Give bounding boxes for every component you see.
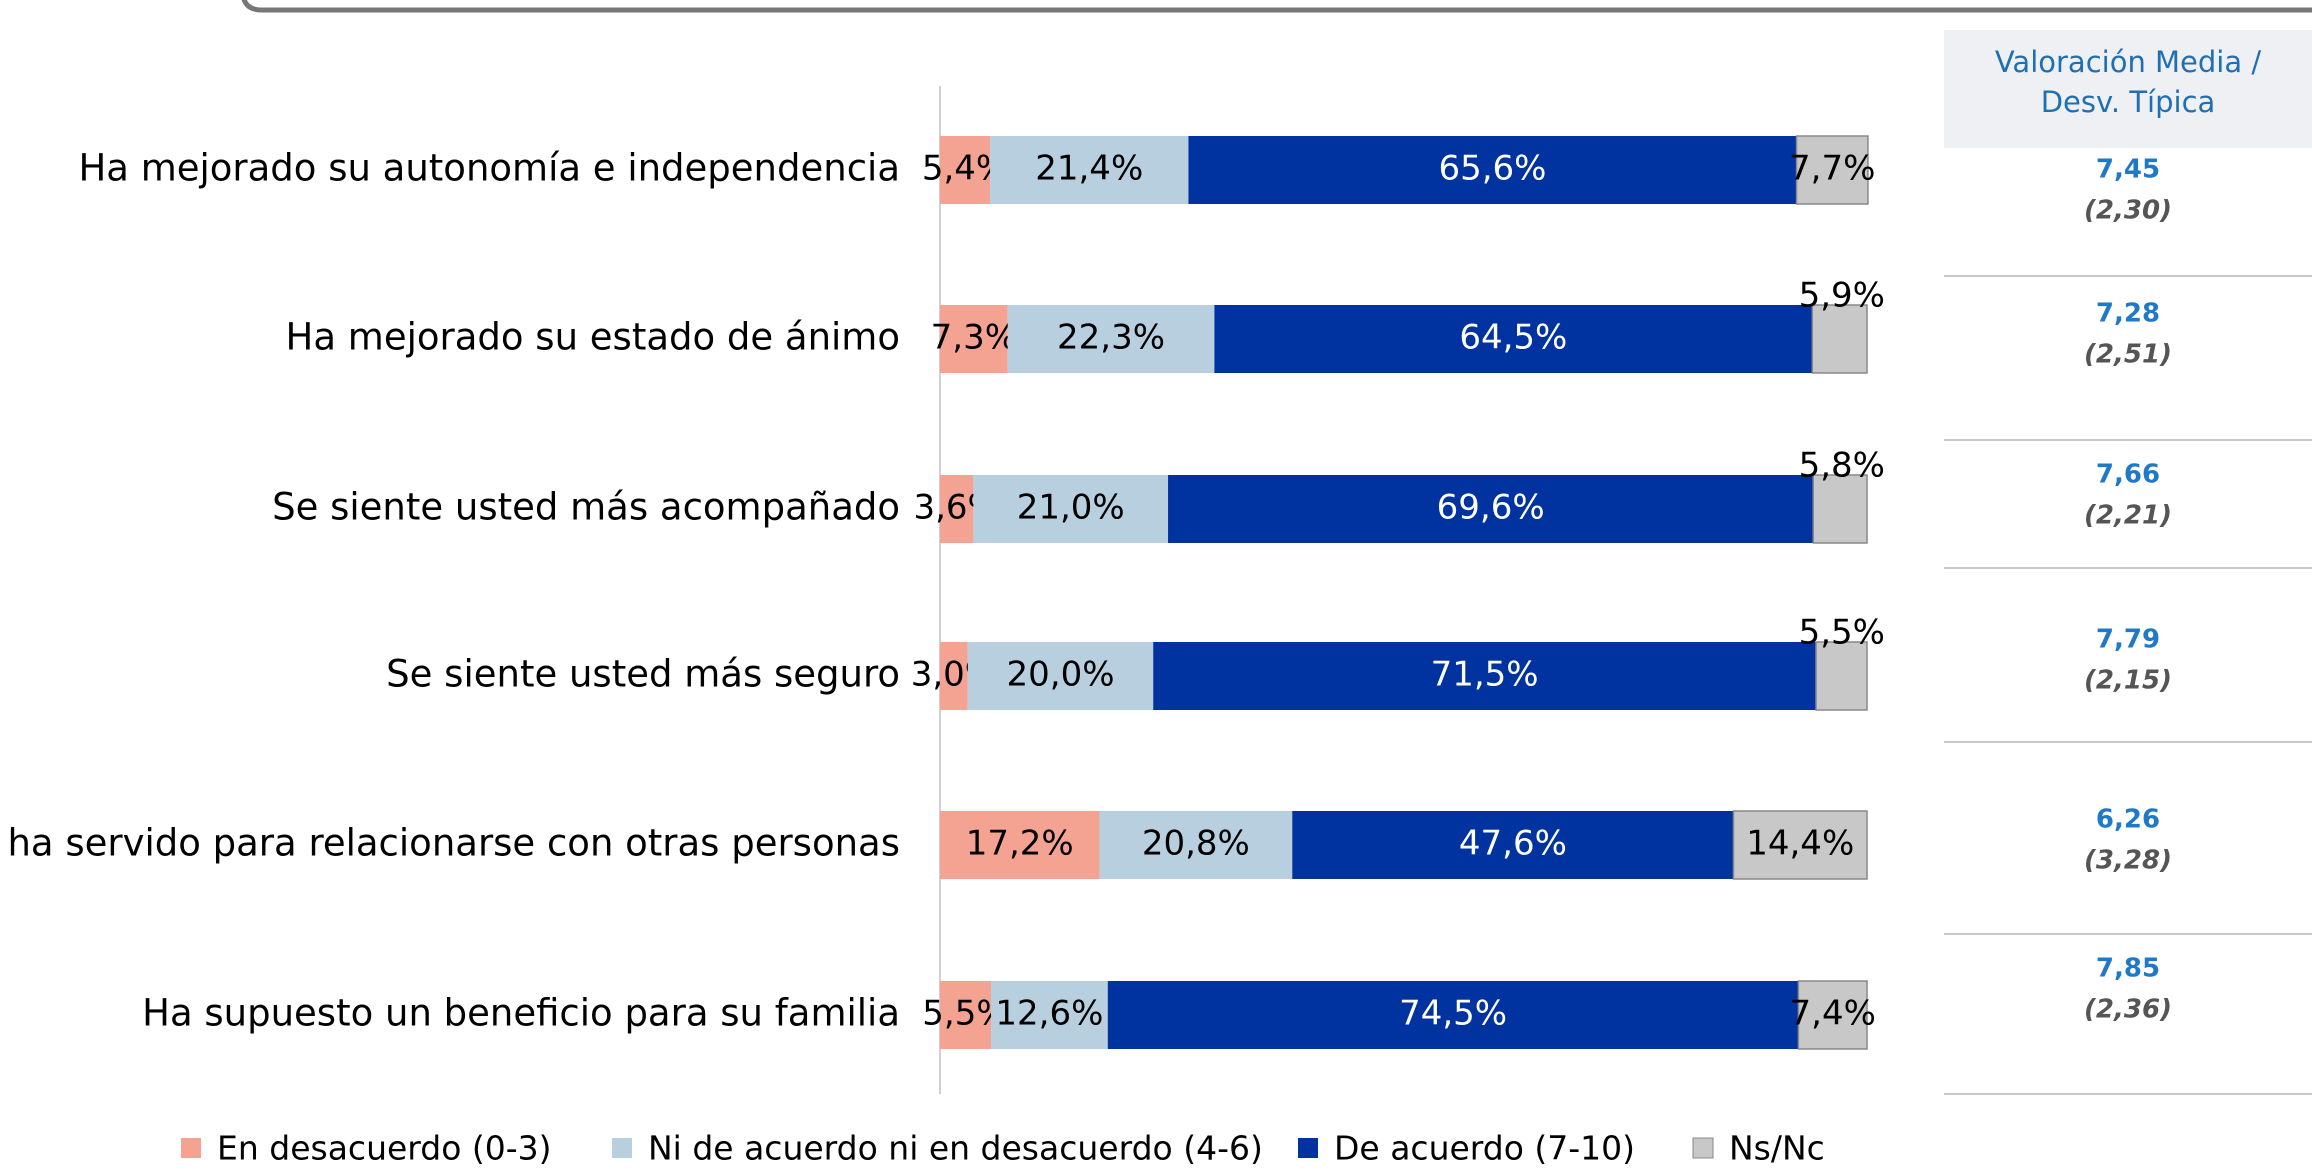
legend-swatch	[1692, 1137, 1714, 1159]
legend-swatch	[181, 1138, 201, 1158]
value-label: 7,3%	[931, 318, 1017, 358]
bar-segment	[1815, 641, 1868, 711]
bar-segment	[1188, 136, 1797, 204]
legend-label: Ni de acuerdo ni en desacuerdo (4-6)	[648, 1129, 1263, 1168]
bar-segment	[940, 305, 1008, 373]
value-label: 7,4%	[1790, 994, 1876, 1034]
bar-segment	[1812, 474, 1868, 544]
value-label: 17,2%	[966, 824, 1074, 864]
table-sd: (2,30)	[2084, 196, 2172, 226]
bar-segment	[940, 136, 991, 204]
value-label: 5,8%	[1799, 446, 1885, 486]
bar-segment	[990, 136, 1189, 204]
bar-segment	[1732, 810, 1868, 880]
value-label: 22,3%	[1057, 318, 1165, 358]
category-label: Ha mejorado su estado de ánimo	[286, 316, 900, 359]
bar-segment	[1099, 811, 1293, 879]
category-label: Se siente usted más acompañado	[272, 486, 900, 529]
bar-segment	[1795, 135, 1869, 205]
table-mean: 7,28	[2096, 299, 2160, 329]
value-label: 47,6%	[1459, 824, 1567, 864]
table-header-bg	[1944, 30, 2312, 148]
bar-segment	[1811, 304, 1868, 374]
legend-label: De acuerdo (7-10)	[1334, 1129, 1635, 1168]
bar-segment	[1153, 642, 1817, 710]
table-sd: (2,51)	[2084, 340, 2172, 370]
value-label: 71,5%	[1431, 655, 1539, 695]
value-label: 20,0%	[1007, 655, 1115, 695]
table-mean: 7,45	[2096, 155, 2160, 185]
category-label: Le ha servido para relacionarse con otra…	[0, 822, 900, 865]
bar-segment	[940, 642, 968, 710]
bar-segment	[973, 475, 1169, 543]
legend-label: En desacuerdo (0-3)	[217, 1129, 552, 1168]
bar-segment	[940, 475, 974, 543]
legend-swatch	[612, 1138, 632, 1158]
value-label: 20,8%	[1142, 824, 1250, 864]
value-label: 14,4%	[1746, 824, 1854, 864]
legend-swatch	[1298, 1138, 1318, 1158]
bar-segment	[967, 642, 1154, 710]
table-sd: (2,15)	[2084, 666, 2172, 696]
value-label: 69,6%	[1437, 488, 1545, 528]
legend-label: Ns/Nc	[1729, 1129, 1825, 1168]
value-label: 21,4%	[1035, 149, 1143, 189]
bar-segment	[990, 981, 1108, 1049]
category-label: Ha mejorado su autonomía e independencia	[78, 147, 900, 190]
table-sd: (3,28)	[2084, 846, 2172, 876]
value-label: 7,7%	[1789, 149, 1875, 189]
value-label: 74,5%	[1399, 994, 1507, 1034]
value-label: 5,5%	[1799, 613, 1885, 653]
category-label: Ha supuesto un beneficio para su familia	[142, 992, 900, 1035]
bar-segment	[940, 811, 1100, 879]
table-sd: (2,36)	[2084, 995, 2172, 1025]
bar-segment	[1168, 475, 1814, 543]
table-sd: (2,21)	[2084, 501, 2172, 531]
bar-segment	[1007, 305, 1215, 373]
table-mean: 7,66	[2096, 460, 2160, 490]
bar-segment	[1107, 981, 1799, 1049]
table-header: Desv. Típica	[2041, 85, 2216, 119]
value-label: 65,6%	[1438, 149, 1546, 189]
table-mean: 7,79	[2096, 625, 2160, 655]
bar-segment	[940, 981, 991, 1049]
table-header: Valoración Media /	[1995, 45, 2262, 79]
bar-segment	[1214, 305, 1813, 373]
category-label: Se siente usted más seguro	[386, 653, 900, 696]
value-label: 64,5%	[1459, 318, 1567, 358]
value-label: 21,0%	[1017, 488, 1125, 528]
bar-segment	[1292, 811, 1734, 879]
value-label: 5,9%	[1799, 276, 1885, 316]
table-mean: 6,26	[2096, 805, 2160, 835]
frame-edge	[241, 0, 2312, 13]
value-label: 12,6%	[995, 994, 1103, 1034]
table-mean: 7,85	[2096, 954, 2160, 984]
bar-segment	[1797, 980, 1868, 1050]
